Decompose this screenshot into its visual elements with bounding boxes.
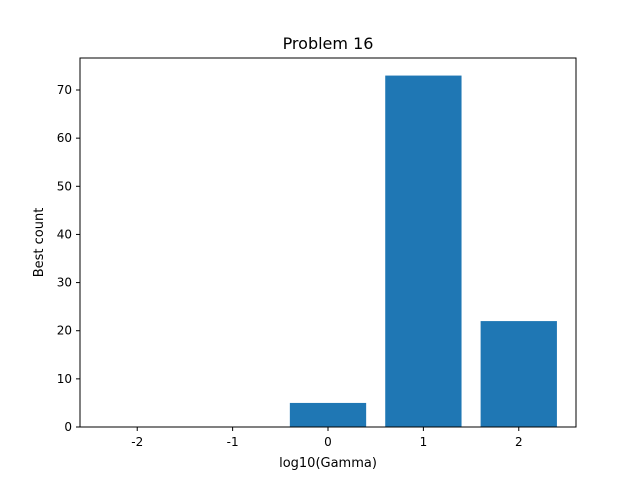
y-tick-label: 20: [57, 324, 72, 338]
x-tick-label: -1: [227, 435, 239, 449]
x-axis-ticks: -2 -1 0 1 2: [131, 427, 523, 449]
bars-group: [289, 75, 557, 428]
y-tick-label: 70: [57, 83, 72, 97]
chart-title: Problem 16: [283, 34, 374, 53]
y-tick-label: 60: [57, 131, 72, 145]
bar-2: [480, 321, 557, 427]
bar-0: [289, 402, 367, 427]
bar-1: [385, 75, 462, 428]
y-axis-label: Best count: [32, 208, 47, 278]
y-tick-label: 40: [57, 227, 72, 241]
x-tick-label: 2: [515, 435, 523, 449]
y-axis-ticks: 0 10 20 30 40 50 60 70: [57, 83, 80, 434]
x-tick-label: -2: [131, 435, 143, 449]
y-tick-label: 0: [64, 420, 72, 434]
x-axis-label: log10(Gamma): [279, 456, 377, 471]
y-tick-label: 10: [57, 372, 72, 386]
x-tick-label: 0: [324, 435, 332, 449]
y-tick-label: 50: [57, 179, 72, 193]
y-tick-label: 30: [57, 276, 72, 290]
x-tick-label: 1: [420, 435, 428, 449]
